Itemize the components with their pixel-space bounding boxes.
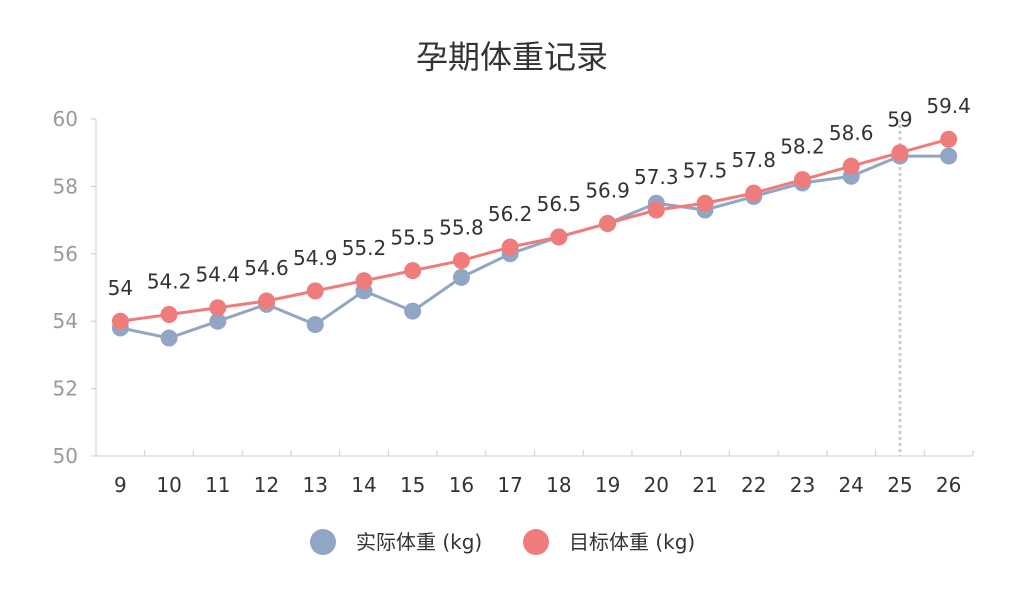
data-point — [599, 214, 617, 232]
x-tick-label: 15 — [400, 473, 425, 497]
x-tick-label: 9 — [114, 473, 127, 497]
data-labels: 54 54.2 54.4 54.6 54.9 55.2 55.5 55.856.2 56.556… — [108, 94, 971, 300]
series-line — [120, 154, 949, 340]
series-target — [111, 130, 958, 330]
data-label: 59 — [887, 108, 912, 132]
y-tick-label: 58 — [53, 174, 78, 198]
data-point — [160, 305, 178, 323]
y-tick-label: 52 — [53, 377, 78, 401]
data-label: 56.2 — [488, 202, 533, 226]
data-point — [452, 252, 470, 270]
x-tick-label: 25 — [887, 473, 912, 497]
data-point — [793, 171, 811, 189]
x-tick-label: 12 — [254, 473, 279, 497]
data-label: 58.2 — [780, 135, 825, 159]
data-point — [745, 184, 763, 202]
data-point — [842, 157, 860, 175]
data-point — [696, 194, 714, 212]
data-label: 55.8 — [439, 216, 484, 240]
legend: 实际体重 (kg) 目标体重 (kg) — [310, 529, 695, 555]
data-label: 58.6 — [829, 121, 874, 145]
data-label: 54.4 — [196, 263, 241, 287]
axes: 50 52 54 56 58 60 9 10 11 12 13 14 15 16 17 18 19 20 21 22 2… — [53, 107, 974, 497]
data-point — [940, 147, 958, 165]
data-label: 57.5 — [683, 158, 728, 182]
data-label: 59.4 — [926, 94, 971, 118]
x-tick-label: 26 — [936, 473, 961, 497]
y-tick-label: 50 — [53, 444, 78, 468]
x-tick-label: 16 — [449, 473, 474, 497]
series-group — [111, 130, 958, 347]
data-point — [940, 130, 958, 148]
data-point — [258, 292, 276, 310]
data-label: 54 — [108, 276, 133, 300]
data-point — [355, 272, 373, 290]
data-label: 54.6 — [244, 256, 289, 280]
data-point — [404, 262, 422, 280]
x-tick-label: 14 — [351, 473, 376, 497]
y-tick-label: 60 — [53, 107, 78, 131]
x-tick-label: 21 — [692, 473, 717, 497]
legend-marker-actual[interactable] — [310, 529, 336, 555]
data-point — [404, 302, 422, 320]
data-point — [209, 312, 227, 330]
data-point — [209, 299, 227, 317]
data-point — [891, 144, 909, 162]
y-tick-label: 54 — [53, 309, 78, 333]
data-label: 55.5 — [390, 226, 435, 250]
y-tick-label: 56 — [53, 242, 78, 266]
x-tick-label: 24 — [838, 473, 863, 497]
data-point — [501, 238, 519, 256]
legend-label-target[interactable]: 目标体重 (kg) — [569, 530, 695, 554]
data-label: 55.2 — [342, 236, 387, 260]
data-label: 57.3 — [634, 165, 679, 189]
data-point — [306, 282, 324, 300]
x-tick-label: 22 — [741, 473, 766, 497]
data-label: 56.5 — [537, 192, 582, 216]
data-point — [550, 228, 568, 246]
series-line — [120, 137, 950, 323]
x-tick-label: 23 — [790, 473, 815, 497]
x-tick-label: 20 — [644, 473, 669, 497]
data-label: 57.8 — [731, 148, 776, 172]
legend-label-actual[interactable]: 实际体重 (kg) — [356, 530, 482, 554]
data-point — [160, 329, 178, 347]
x-tick-label: 18 — [546, 473, 571, 497]
series-actual — [111, 147, 958, 347]
x-tick-label: 13 — [303, 473, 328, 497]
data-label: 56.9 — [585, 178, 630, 202]
data-point — [452, 268, 470, 286]
data-point — [306, 316, 324, 334]
data-label: 54.2 — [147, 269, 192, 293]
legend-marker-target[interactable] — [523, 529, 549, 555]
data-point — [111, 312, 129, 330]
x-tick-label: 17 — [497, 473, 522, 497]
x-tick-label: 10 — [156, 473, 181, 497]
data-point — [647, 201, 665, 219]
x-tick-label: 19 — [595, 473, 620, 497]
x-tick-label: 11 — [205, 473, 230, 497]
chart-title: 孕期体重记录 — [416, 38, 608, 76]
data-label: 54.9 — [293, 246, 338, 270]
